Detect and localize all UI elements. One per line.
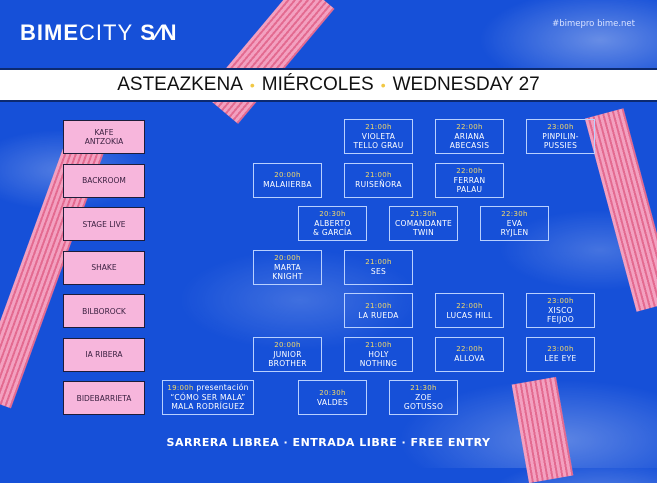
event-artist: MALAIIERBA [263,180,312,190]
event-artist: JUNIOR BROTHER [268,349,307,368]
event-slot: 21:00h HOLY NOTHING [344,336,413,372]
event-artist: “CÓMO SER MALA” MALA RODRÍGUEZ [170,393,246,412]
title-basque: ASTEAZKENA [117,74,243,95]
event-time: 23:00h [547,123,574,132]
event-artist: ZOE GOTUSSO [403,393,444,412]
social-handles: #bimepro bime.net [552,19,635,29]
event-time: 21:30h [410,384,437,393]
free-entry-footer: SARRERA LIBREA · ENTRADA LIBRE · FREE EN… [166,436,491,449]
event-artist: LEE EYE [544,354,577,364]
event-time: 19:00h [167,384,194,393]
event-time: 21:00h [365,123,392,132]
event-slot: 20:00h JUNIOR BROTHER [253,336,322,372]
event-artist: LA RUEDA [358,310,399,320]
event-artist: HOLY NOTHING [359,349,398,368]
event-time: 22:00h [456,301,483,310]
venue-label: BILBOROCK [63,294,145,328]
event-time: 23:00h [547,297,574,306]
venue-label: IA RIBERA [63,337,145,372]
event-slot: 23:00h XISCO FEIJOO [526,293,595,328]
event-time: 22:30h [501,210,528,219]
event-time: 21:00h [365,258,392,267]
event-artist: ARIANA ABECASIS [449,132,490,151]
event-artist: EVA RYJLEN [500,219,529,238]
bime-city-son-logo: BIMECITY S∕N [20,20,178,45]
event-slot: 21:00h VIOLETA TELLO GRAU [344,119,413,154]
event-slot: 21:00h SES [344,249,413,285]
event-slot: 22:00h ARIANA ABECASIS [435,119,504,154]
separator-dot: • [380,77,386,93]
decorative-column [584,108,657,312]
venue-label: KAFE ANTZOKIA [63,120,145,154]
event-artist: VALDES [316,397,349,407]
event-slot: 22:30h EVA RYJLEN [480,206,549,241]
event-time: 20:30h [319,388,346,397]
event-time: 20:00h [274,171,301,180]
event-artist: COMANDANTE TWIN [394,219,453,238]
event-time: 20:00h [274,340,301,349]
event-slot: 21:30h ZOE GOTUSSO [389,380,458,415]
event-time: 21:30h [410,210,437,219]
event-slot: 20:30h VALDES [298,380,367,415]
event-slot: 22:00h LUCAS HILL [435,293,504,328]
event-artist: SES [370,267,387,277]
event-time: 22:00h [456,123,483,132]
venue-label: BIDEBARRIETA [63,381,145,415]
event-artist: VIOLETA TELLO GRAU [353,132,404,151]
event-slot: 20:00h MARTA KNIGHT [253,249,322,285]
event-artist: ALBERTO & GARCÍA [313,219,352,238]
venue-label: BACKROOM [63,163,145,198]
decorative-column [511,376,574,483]
event-slot: 19:00h presentación “CÓMO SER MALA” MALA … [162,380,254,415]
event-time: 20:30h [319,210,346,219]
event-slot: 20:00h MALAIIERBA [253,162,322,198]
event-time: 21:00h [365,171,392,180]
event-slot: 20:30h ALBERTO & GARCÍA [298,206,367,241]
event-time: 21:00h [365,301,392,310]
event-slot: 21:30h COMANDANTE TWIN [389,206,458,241]
event-note: presentación [196,383,249,393]
day-title-bar: ASTEAZKENA • MIÉRCOLES • WEDNESDAY 27 [0,68,657,102]
event-artist: FERRAN PALAU [453,175,486,194]
event-artist: PINPILIN- PUSSIES [542,132,579,151]
event-slot: 22:00h ALLOVA [435,336,504,372]
title-spanish: MIÉRCOLES [261,74,374,95]
title-english: WEDNESDAY 27 [392,74,540,95]
event-artist: ALLOVA [454,354,485,364]
event-time: 23:00h [547,345,574,354]
event-artist: XISCO FEIJOO [546,306,575,325]
venue-label: SHAKE [63,250,145,285]
event-slot: 22:00h FERRAN PALAU [435,162,504,198]
event-time: 21:00h [365,340,392,349]
venue-label: STAGE LIVE [63,207,145,241]
event-time: 22:00h [456,345,483,354]
separator-dot: • [249,77,255,93]
event-slot: 21:00h LA RUEDA [344,293,413,328]
decorative-column [203,0,335,124]
event-artist: RUISEÑORA [355,180,402,190]
event-slot: 23:00h PINPILIN- PUSSIES [526,119,595,154]
event-time: 22:00h [456,166,483,175]
event-artist: MARTA KNIGHT [272,262,303,281]
event-slot: 21:00h RUISEÑORA [344,162,413,198]
event-time: 20:00h [274,253,301,262]
event-artist: LUCAS HILL [446,310,493,320]
event-slot: 23:00h LEE EYE [526,336,595,372]
